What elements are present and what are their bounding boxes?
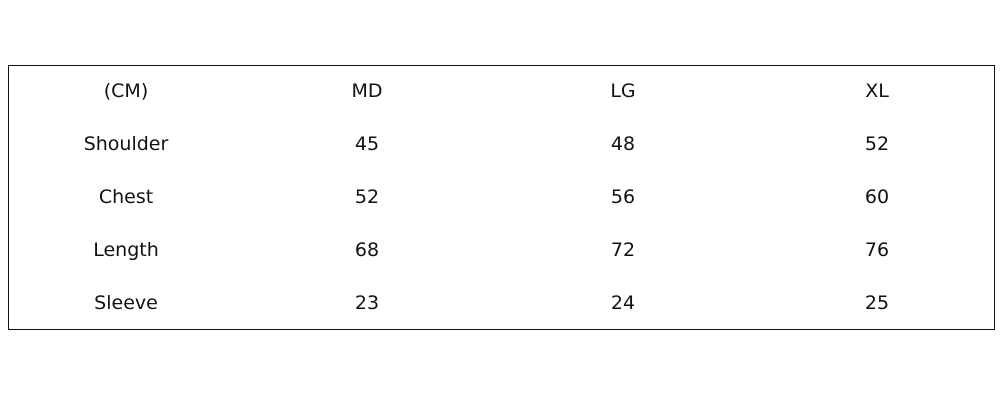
measure-value: 60 <box>864 186 890 208</box>
measure-value: 56 <box>610 186 636 208</box>
size-header: XL <box>865 80 889 102</box>
size-header: LG <box>610 80 636 102</box>
measure-value: 76 <box>864 239 890 261</box>
measure-value: 52 <box>354 186 380 208</box>
measure-label: Length <box>93 239 159 261</box>
unit-header: (CM) <box>103 80 149 102</box>
size-header: MD <box>351 80 383 102</box>
measure-value: 52 <box>864 133 890 155</box>
measure-value: 48 <box>610 133 636 155</box>
measure-label: Chest <box>98 186 154 208</box>
measure-value: 68 <box>354 239 380 261</box>
measure-label: Sleeve <box>94 292 158 314</box>
measure-value: 23 <box>354 292 380 314</box>
measure-label: Shoulder <box>83 133 169 155</box>
measure-value: 25 <box>864 292 890 314</box>
size-table: (CM) MD LG XL Shoulder 45 48 52 Chest 52 56 60 Lengt… <box>8 65 995 330</box>
measure-value: 45 <box>354 133 380 155</box>
measure-value: 24 <box>610 292 636 314</box>
measure-value: 72 <box>610 239 636 261</box>
